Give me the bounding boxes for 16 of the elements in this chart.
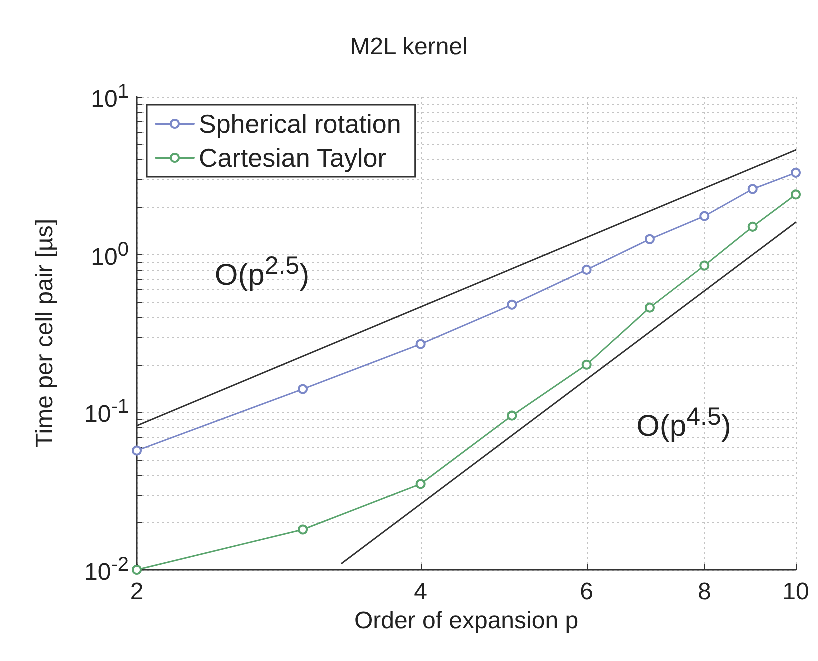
x-tick-label: 2	[130, 578, 144, 606]
y-tick-label: 10$^{-2}$	[84, 554, 129, 586]
y-axis-title: Time per cell pair [µs]	[32, 219, 58, 448]
annotation: O(p$^{2.5}$)	[214, 252, 310, 292]
x-tick-label: 10	[782, 578, 810, 606]
x-tick-label: 8	[698, 578, 712, 606]
legend-label: Cartesian Taylor	[199, 143, 387, 173]
legend-label: Spherical rotation	[199, 109, 402, 139]
x-tick-label: 6	[580, 578, 594, 606]
y-tick-label: 10$^{1}$	[91, 81, 129, 113]
x-tick-label: 4	[414, 578, 428, 606]
y-tick-label: 10$^{-1}$	[84, 396, 129, 428]
y-tick-label: 10$^{0}$	[91, 238, 129, 271]
chart-title: M2L kernel	[350, 34, 468, 60]
x-axis-title: Order of expansion p	[354, 607, 579, 634]
annotation: O(p$^{4.5}$)	[636, 402, 732, 443]
